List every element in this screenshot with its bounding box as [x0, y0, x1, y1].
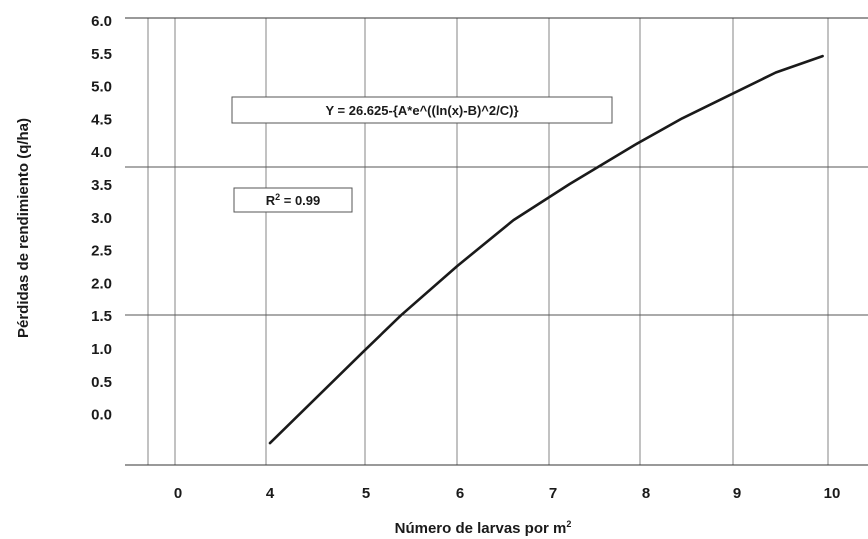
y-tick-label: 3.5: [91, 177, 112, 194]
x-tick-labels: 0 4 5 6 7 8 9 10: [174, 485, 841, 502]
axes: [125, 18, 868, 465]
y-tick-label: 5.0: [91, 79, 112, 96]
y-tick-labels: 6.0 5.5 5.0 4.5 4.0 3.5 3.0 2.5 2.0 1.5 1.0 0.5 0.0: [91, 13, 112, 424]
x-axis-title-text: Número de larvas por m: [395, 520, 567, 537]
y-tick-label: 2.5: [91, 243, 112, 260]
x-tick-label: 7: [549, 485, 557, 502]
y-tick-label: 1.0: [91, 341, 112, 358]
x-tick-label: 6: [456, 485, 464, 502]
x-tick-label: 4: [266, 485, 275, 502]
equation-box: Y = 26.625-{A*e^((ln(x)-B)^2/C)}: [232, 97, 612, 123]
y-tick-label: 0.0: [91, 407, 112, 424]
x-tick-label: 8: [642, 485, 650, 502]
y-tick-label: 0.5: [91, 374, 112, 391]
y-tick-label: 6.0: [91, 13, 112, 30]
x-tick-label: 9: [733, 485, 741, 502]
y-tick-label: 3.0: [91, 210, 112, 227]
y-tick-label: 4.5: [91, 111, 112, 128]
y-tick-label: 2.0: [91, 275, 112, 292]
r2-suffix: = 0.99: [280, 193, 320, 208]
x-axis-title: Número de larvas por m2: [395, 519, 572, 537]
x-tick-label: 10: [824, 485, 841, 502]
r2-box: R2 = 0.99: [234, 188, 352, 212]
equation-label: Y = 26.625-{A*e^((ln(x)-B)^2/C)}: [325, 103, 518, 118]
grid: [125, 18, 868, 465]
x-axis-title-superscript: 2: [566, 519, 571, 529]
y-tick-label: 1.5: [91, 308, 112, 325]
y-tick-label: 5.5: [91, 46, 112, 63]
x-tick-label: 0: [174, 485, 182, 502]
r2-label: R2 = 0.99: [266, 192, 321, 208]
y-axis-title: Pérdidas de rendimiento (q/ha): [15, 118, 32, 338]
x-tick-label: 5: [362, 485, 370, 502]
y-tick-label: 4.0: [91, 144, 112, 161]
